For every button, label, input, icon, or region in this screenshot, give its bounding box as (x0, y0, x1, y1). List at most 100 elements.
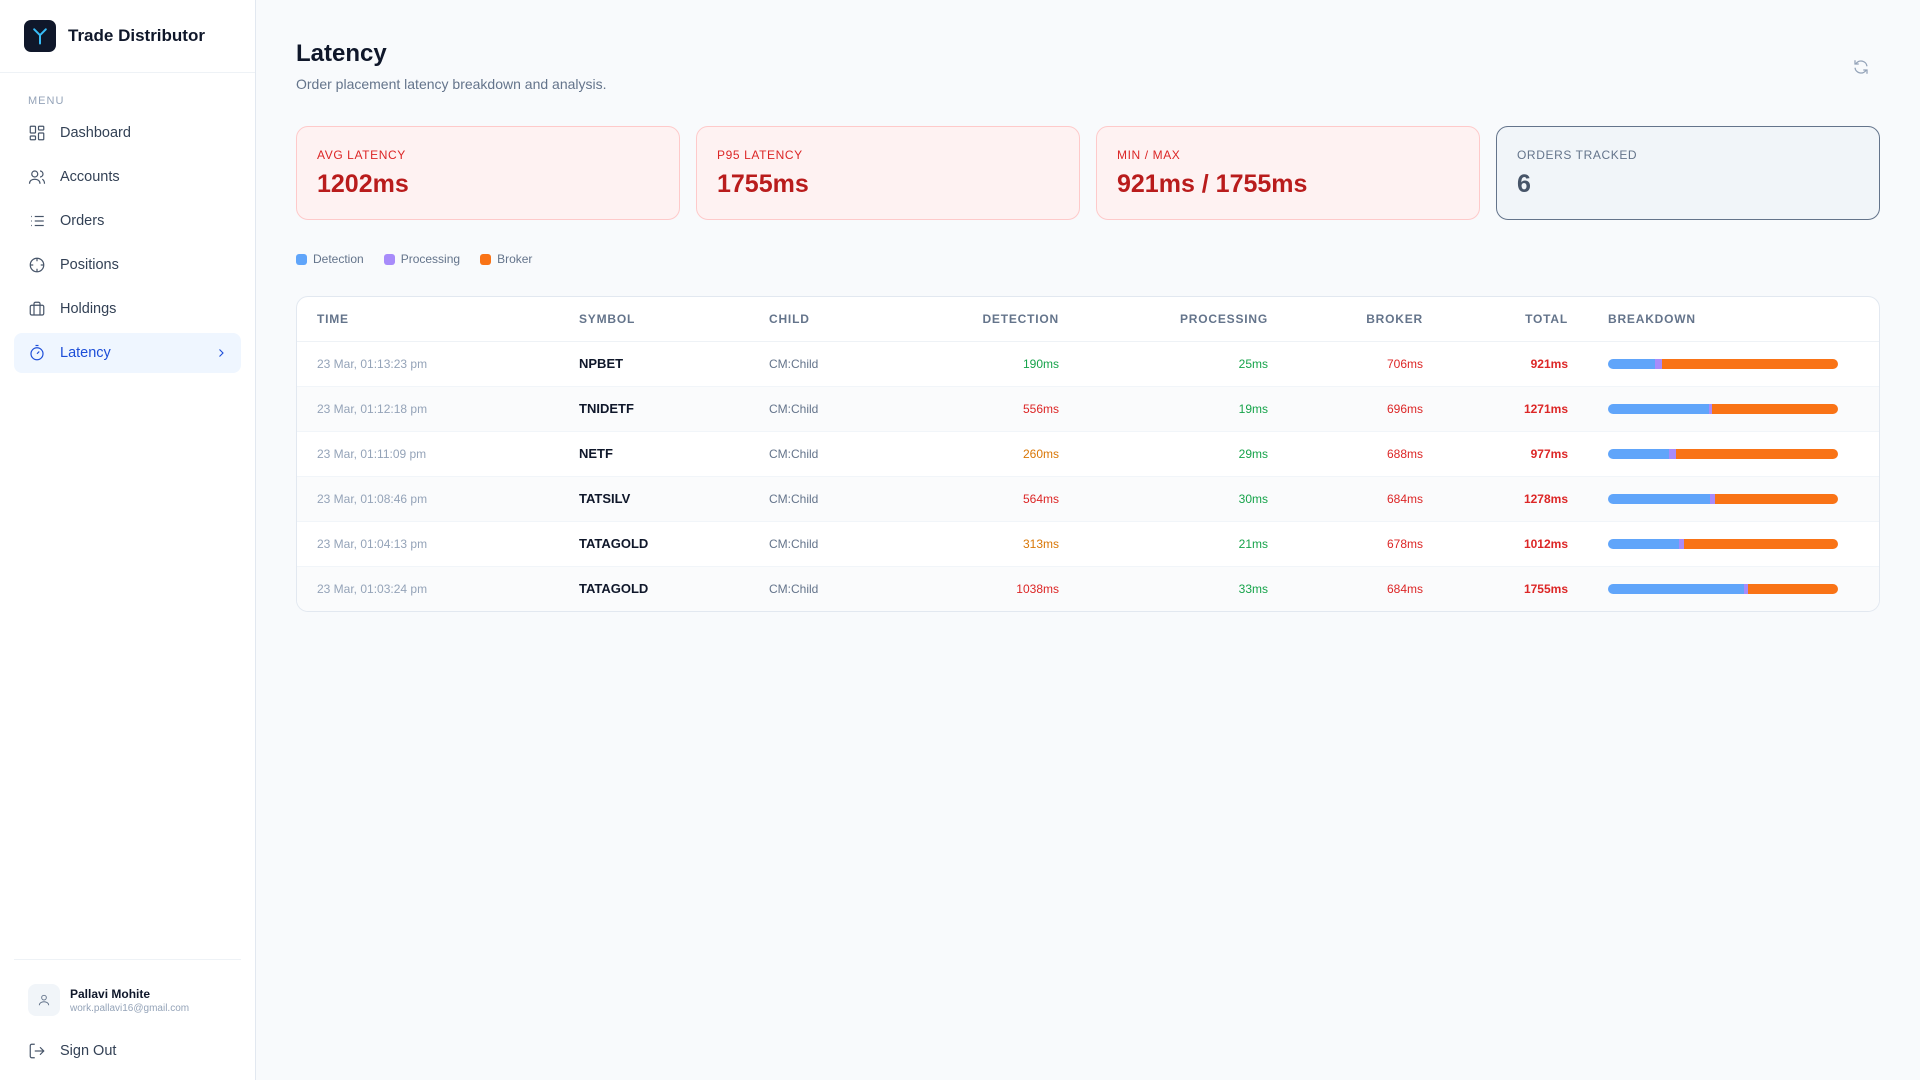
bar-segment-processing (1709, 493, 1715, 504)
stat-card-min-max: MIN / MAX 921ms / 1755ms (1096, 126, 1480, 220)
cell-child: CM:Child (749, 521, 899, 567)
logout-icon (29, 1043, 45, 1059)
cell-time: 23 Mar, 01:13:23 pm (297, 341, 559, 387)
user-icon (38, 994, 50, 1006)
cell-broker: 684ms (1288, 476, 1443, 522)
cell-processing: 25ms (1079, 341, 1288, 387)
column-header-symbol[interactable]: SYMBOL (559, 297, 749, 342)
sidebar-footer: Pallavi Mohite work.pallavi16@gmail.com … (14, 959, 241, 1080)
sidebar-item-label: Orders (60, 213, 105, 229)
column-header-detection[interactable]: DETECTION (899, 297, 1079, 342)
cell-detection: 260ms (899, 431, 1079, 477)
bar-segment-processing (1669, 448, 1677, 459)
bar-segment-processing (1679, 538, 1684, 549)
cell-broker: 688ms (1288, 431, 1443, 477)
legend-swatch (383, 253, 395, 265)
legend-item-detection: Detection (296, 252, 364, 266)
sidebar-item-label: Dashboard (60, 125, 131, 141)
legend-item-processing: Processing (383, 252, 460, 266)
stat-value: 1202ms (317, 170, 409, 198)
sidebar-item-accounts[interactable]: Accounts (14, 157, 241, 197)
main-content: Latency Order placement latency breakdow… (256, 0, 1920, 1080)
cell-child: CM:Child (749, 476, 899, 522)
bar-segment-detection (1608, 493, 1710, 504)
column-header-time[interactable]: TIME (297, 297, 559, 342)
legend-swatch (480, 253, 492, 265)
bar-segment-detection (1608, 358, 1656, 369)
stat-label: AVG LATENCY (317, 148, 406, 162)
cell-total: 1271ms (1443, 386, 1588, 432)
stat-cards: AVG LATENCY 1202ms P95 LATENCY 1755ms MI… (296, 126, 1880, 220)
cell-time: 23 Mar, 01:04:13 pm (297, 521, 559, 567)
cell-symbol: TATAGOLD (559, 521, 749, 567)
cell-breakdown (1588, 566, 1879, 611)
bar-segment-detection (1608, 538, 1680, 549)
cell-symbol: TATAGOLD (559, 566, 749, 611)
sidebar-item-holdings[interactable]: Holdings (14, 289, 241, 329)
table-body: 23 Mar, 01:13:23 pm NPBET CM:Child 190ms 25m… (297, 341, 1879, 611)
stat-value: 921ms / 1755ms (1117, 170, 1308, 198)
legend: Detection Processing Broker (296, 252, 1880, 266)
refresh-icon (1854, 60, 1868, 74)
sign-out-button[interactable]: Sign Out (14, 1042, 241, 1060)
sidebar-item-latency[interactable]: Latency (14, 333, 241, 373)
sign-out-label: Sign Out (60, 1043, 117, 1059)
cell-child: CM:Child (749, 341, 899, 387)
users-icon (28, 170, 46, 184)
cell-total: 1755ms (1443, 566, 1588, 611)
cell-symbol: TNIDETF (559, 386, 749, 432)
column-header-processing[interactable]: PROCESSING (1079, 297, 1288, 342)
cell-child: CM:Child (749, 386, 899, 432)
briefcase-icon (29, 301, 45, 316)
column-header-breakdown[interactable]: BREAKDOWN (1588, 297, 1879, 342)
sidebar-item-label: Latency (60, 345, 111, 361)
table-row[interactable]: 23 Mar, 01:03:24 pm TATAGOLD CM:Child 1038m… (297, 566, 1879, 611)
column-header-child[interactable]: CHILD (749, 297, 899, 342)
breakdown-bar (1608, 403, 1838, 414)
avatar (28, 984, 60, 1016)
bar-segment-broker (1676, 448, 1838, 459)
app-name: Trade Distributor (68, 26, 205, 45)
cell-broker: 696ms (1288, 386, 1443, 432)
sidebar-item-positions[interactable]: Positions (14, 245, 241, 285)
user-profile[interactable]: Pallavi Mohite work.pallavi16@gmail.com (14, 984, 241, 1016)
refresh-button[interactable] (1852, 58, 1870, 76)
table-row[interactable]: 23 Mar, 01:11:09 pm NETF CM:Child 260ms 29ms… (297, 431, 1879, 477)
cell-detection: 564ms (899, 476, 1079, 522)
cell-total: 921ms (1443, 341, 1588, 387)
bar-segment-broker (1748, 583, 1838, 594)
sidebar-item-label: Accounts (60, 169, 120, 185)
timer-icon (30, 344, 44, 361)
list-icon (31, 215, 44, 227)
cell-symbol: NETF (559, 431, 749, 477)
table-row[interactable]: 23 Mar, 01:04:13 pm TATAGOLD CM:Child 313ms… (297, 521, 1879, 567)
brand[interactable]: Trade Distributor (0, 0, 255, 73)
sidebar-item-dashboard[interactable]: Dashboard (14, 113, 241, 153)
cell-detection: 1038ms (899, 566, 1079, 611)
column-header-total[interactable]: TOTAL (1443, 297, 1588, 342)
bar-segment-broker (1712, 403, 1838, 414)
bar-segment-processing (1655, 358, 1662, 369)
cell-detection: 556ms (899, 386, 1079, 432)
sidebar-item-label: Positions (60, 257, 119, 273)
breakdown-bar (1608, 493, 1838, 504)
cell-breakdown (1588, 431, 1879, 477)
stat-card-avg-latency: AVG LATENCY 1202ms (296, 126, 680, 220)
cell-detection: 190ms (899, 341, 1079, 387)
breakdown-bar (1608, 448, 1838, 459)
cell-symbol: TATSILV (559, 476, 749, 522)
table-row[interactable]: 23 Mar, 01:08:46 pm TATSILV CM:Child 564ms 3… (297, 476, 1879, 522)
cell-time: 23 Mar, 01:03:24 pm (297, 566, 559, 611)
sidebar-item-orders[interactable]: Orders (14, 201, 241, 241)
stat-value: 6 (1517, 170, 1531, 198)
cell-breakdown (1588, 341, 1879, 387)
stat-label: ORDERS TRACKED (1517, 148, 1638, 162)
bar-segment-detection (1608, 448, 1670, 459)
column-header-broker[interactable]: BROKER (1288, 297, 1443, 342)
cell-broker: 678ms (1288, 521, 1443, 567)
bar-segment-broker (1683, 538, 1838, 549)
table-row[interactable]: 23 Mar, 01:13:23 pm NPBET CM:Child 190ms 25m… (297, 341, 1879, 387)
table-row[interactable]: 23 Mar, 01:12:18 pm TNIDETF CM:Child 556ms 1… (297, 386, 1879, 432)
user-email: work.pallavi16@gmail.com (70, 1002, 190, 1014)
cell-processing: 33ms (1079, 566, 1288, 611)
